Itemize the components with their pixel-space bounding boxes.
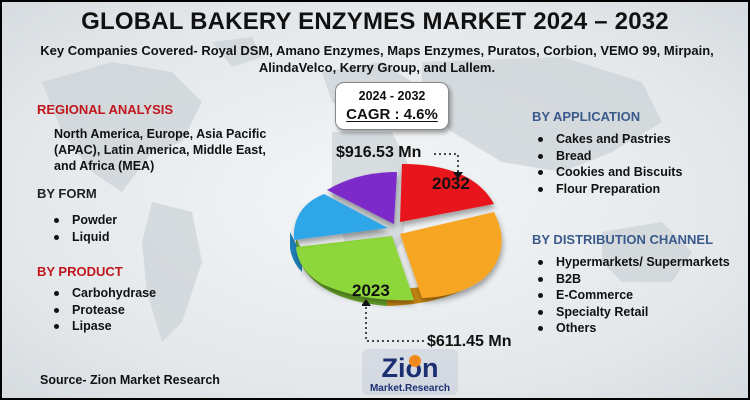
list-item: Carbohydrase <box>46 285 156 302</box>
list-item: Powder <box>46 212 117 229</box>
logo-tagline: Market.Research <box>370 383 450 394</box>
list-item: Protease <box>46 302 156 319</box>
pie-graphic <box>290 164 502 306</box>
by-product-list: Carbohydrase Protease Lipase <box>46 285 156 335</box>
year-2032-label: 2032 <box>432 174 470 193</box>
list-item: Flour Preparation <box>530 181 682 198</box>
list-item: B2B <box>530 271 730 288</box>
key-companies-text: Key Companies Covered- Royal DSM, Amano … <box>40 43 714 75</box>
by-distribution-heading: BY DISTRIBUTION CHANNEL <box>532 232 714 247</box>
pie-slice-green <box>296 236 414 301</box>
main-title: GLOBAL BAKERY ENZYMES MARKET 2024 – 2032 <box>81 8 669 35</box>
by-application-list: Cakes and Pastries Bread Cookies and Bis… <box>530 131 682 197</box>
list-item: Cakes and Pastries <box>530 131 682 148</box>
by-form-heading: BY FORM <box>37 186 97 201</box>
pie-slice-orange <box>400 212 502 298</box>
list-item: Cookies and Biscuits <box>530 164 682 181</box>
by-application-heading: BY APPLICATION <box>532 109 641 124</box>
source-text: Source- Zion Market Research <box>40 373 220 387</box>
list-item: Hypermarkets/ Supermarkets <box>530 254 730 271</box>
by-product-heading: BY PRODUCT <box>37 264 123 279</box>
cagr-period: 2024 - 2032 <box>358 89 426 103</box>
logo-wordmark: Zion <box>382 353 439 383</box>
regional-analysis-heading: REGIONAL ANALYSIS <box>37 102 174 117</box>
connector-lines <box>362 153 463 342</box>
by-form-list: Powder Liquid <box>46 212 117 245</box>
list-item: E-Commerce <box>530 287 730 304</box>
regional-analysis-text: North America, Europe, Asia Pacific (APA… <box>54 127 267 173</box>
pie-slice-blue <box>293 194 388 240</box>
list-item: Bread <box>530 148 682 165</box>
pie-slice-red <box>400 164 494 222</box>
list-item: Liquid <box>46 229 117 246</box>
list-item: Specialty Retail <box>530 304 730 321</box>
cagr-box: 2024 - 2032 CAGR : 4.6% <box>335 82 449 130</box>
zion-logo: Zion Market.Research <box>362 349 458 395</box>
cagr-value: CAGR : 4.6% <box>346 106 438 123</box>
value-2032: $916.53 Mn <box>336 144 422 161</box>
by-distribution-list: Hypermarkets/ Supermarkets B2B E-Commerc… <box>530 254 730 337</box>
pie-slice-purple <box>327 172 397 224</box>
list-item: Lipase <box>46 318 156 335</box>
list-item: Others <box>530 320 730 337</box>
value-2023: $611.45 Mn <box>427 333 512 350</box>
year-2023-label: 2023 <box>352 281 390 300</box>
